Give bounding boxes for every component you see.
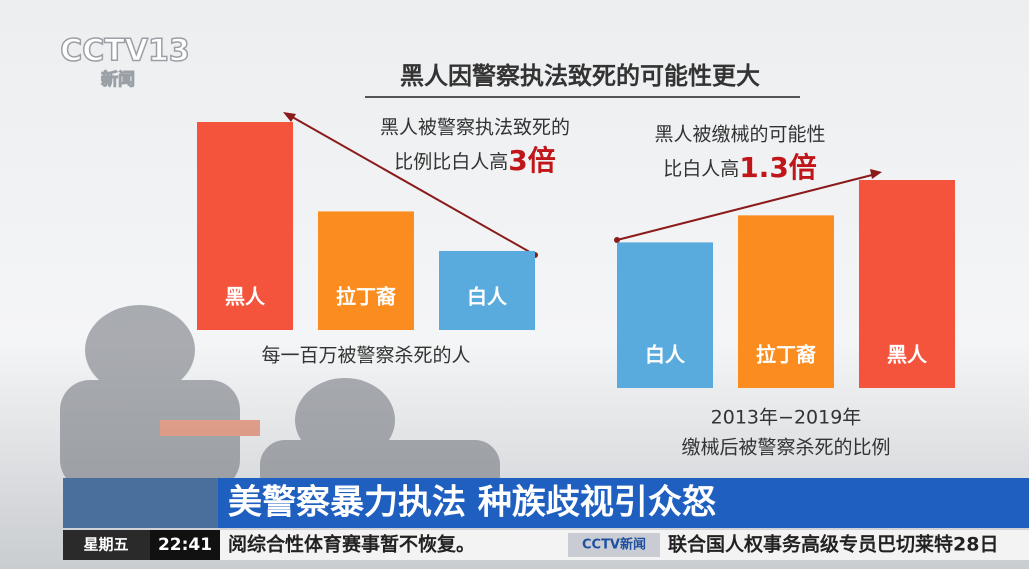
trend-arrow (616, 173, 877, 241)
trend-arrow (286, 113, 536, 256)
annotation-text: 比例比白人高 (394, 151, 508, 173)
headline-image (63, 478, 218, 528)
annotation-text: 比白人高 (663, 158, 739, 180)
bar (617, 242, 713, 388)
time-box (150, 530, 220, 560)
ticker-bar (63, 530, 1029, 560)
annotation: 比白人高1.3倍 (663, 151, 817, 184)
ticker-logo-box (568, 533, 660, 557)
ticker-logo: CCTV新闻 (582, 537, 646, 553)
channel-logo: CCTV13 (60, 34, 189, 69)
annotation-highlight: 1.3倍 (739, 151, 817, 184)
bar (197, 122, 293, 330)
caption: 缴械后被警察杀死的比例 (681, 437, 890, 459)
arrow-head (870, 169, 882, 179)
annotation: 黑人被缴械的可能性 (654, 124, 825, 146)
caption: 2013年−2019年 (711, 407, 862, 429)
bar-label: 白人 (645, 343, 686, 367)
bar (439, 250, 535, 330)
channel-sub: 新闻 (101, 69, 135, 90)
headline: 美警察暴力执法 种族歧视引众怒 (228, 483, 716, 523)
bar-label: 白人 (467, 285, 508, 309)
headline-bar (63, 478, 1029, 528)
ticker-day: 星期五 (83, 536, 128, 554)
ticker-left: 阅综合性体育赛事暂不恢复。 (228, 533, 475, 556)
bar (318, 211, 414, 330)
bar-label: 黑人 (887, 343, 928, 367)
day-box (63, 530, 150, 560)
caption: 每一百万被警察杀死的人 (261, 345, 470, 367)
arrow-dot (614, 237, 620, 243)
annotation-highlight: 3倍 (508, 144, 555, 177)
info-title: 黑人因警察执法致死的可能性更大 (400, 62, 760, 90)
police-figures (60, 305, 500, 500)
bar-label: 拉丁裔 (336, 285, 396, 309)
bar (738, 215, 834, 388)
bar-label: 拉丁裔 (756, 343, 816, 367)
annotation: 比例比白人高3倍 (394, 144, 556, 177)
arrow-head (283, 112, 296, 122)
bar-label: 黑人 (225, 285, 266, 309)
ticker-time: 22:41 (158, 535, 212, 555)
annotation: 黑人被警察执法致死的 (380, 117, 570, 139)
ticker-right: 联合国人权事务高级专员巴切莱特28日 (668, 533, 998, 556)
bar (859, 180, 955, 388)
